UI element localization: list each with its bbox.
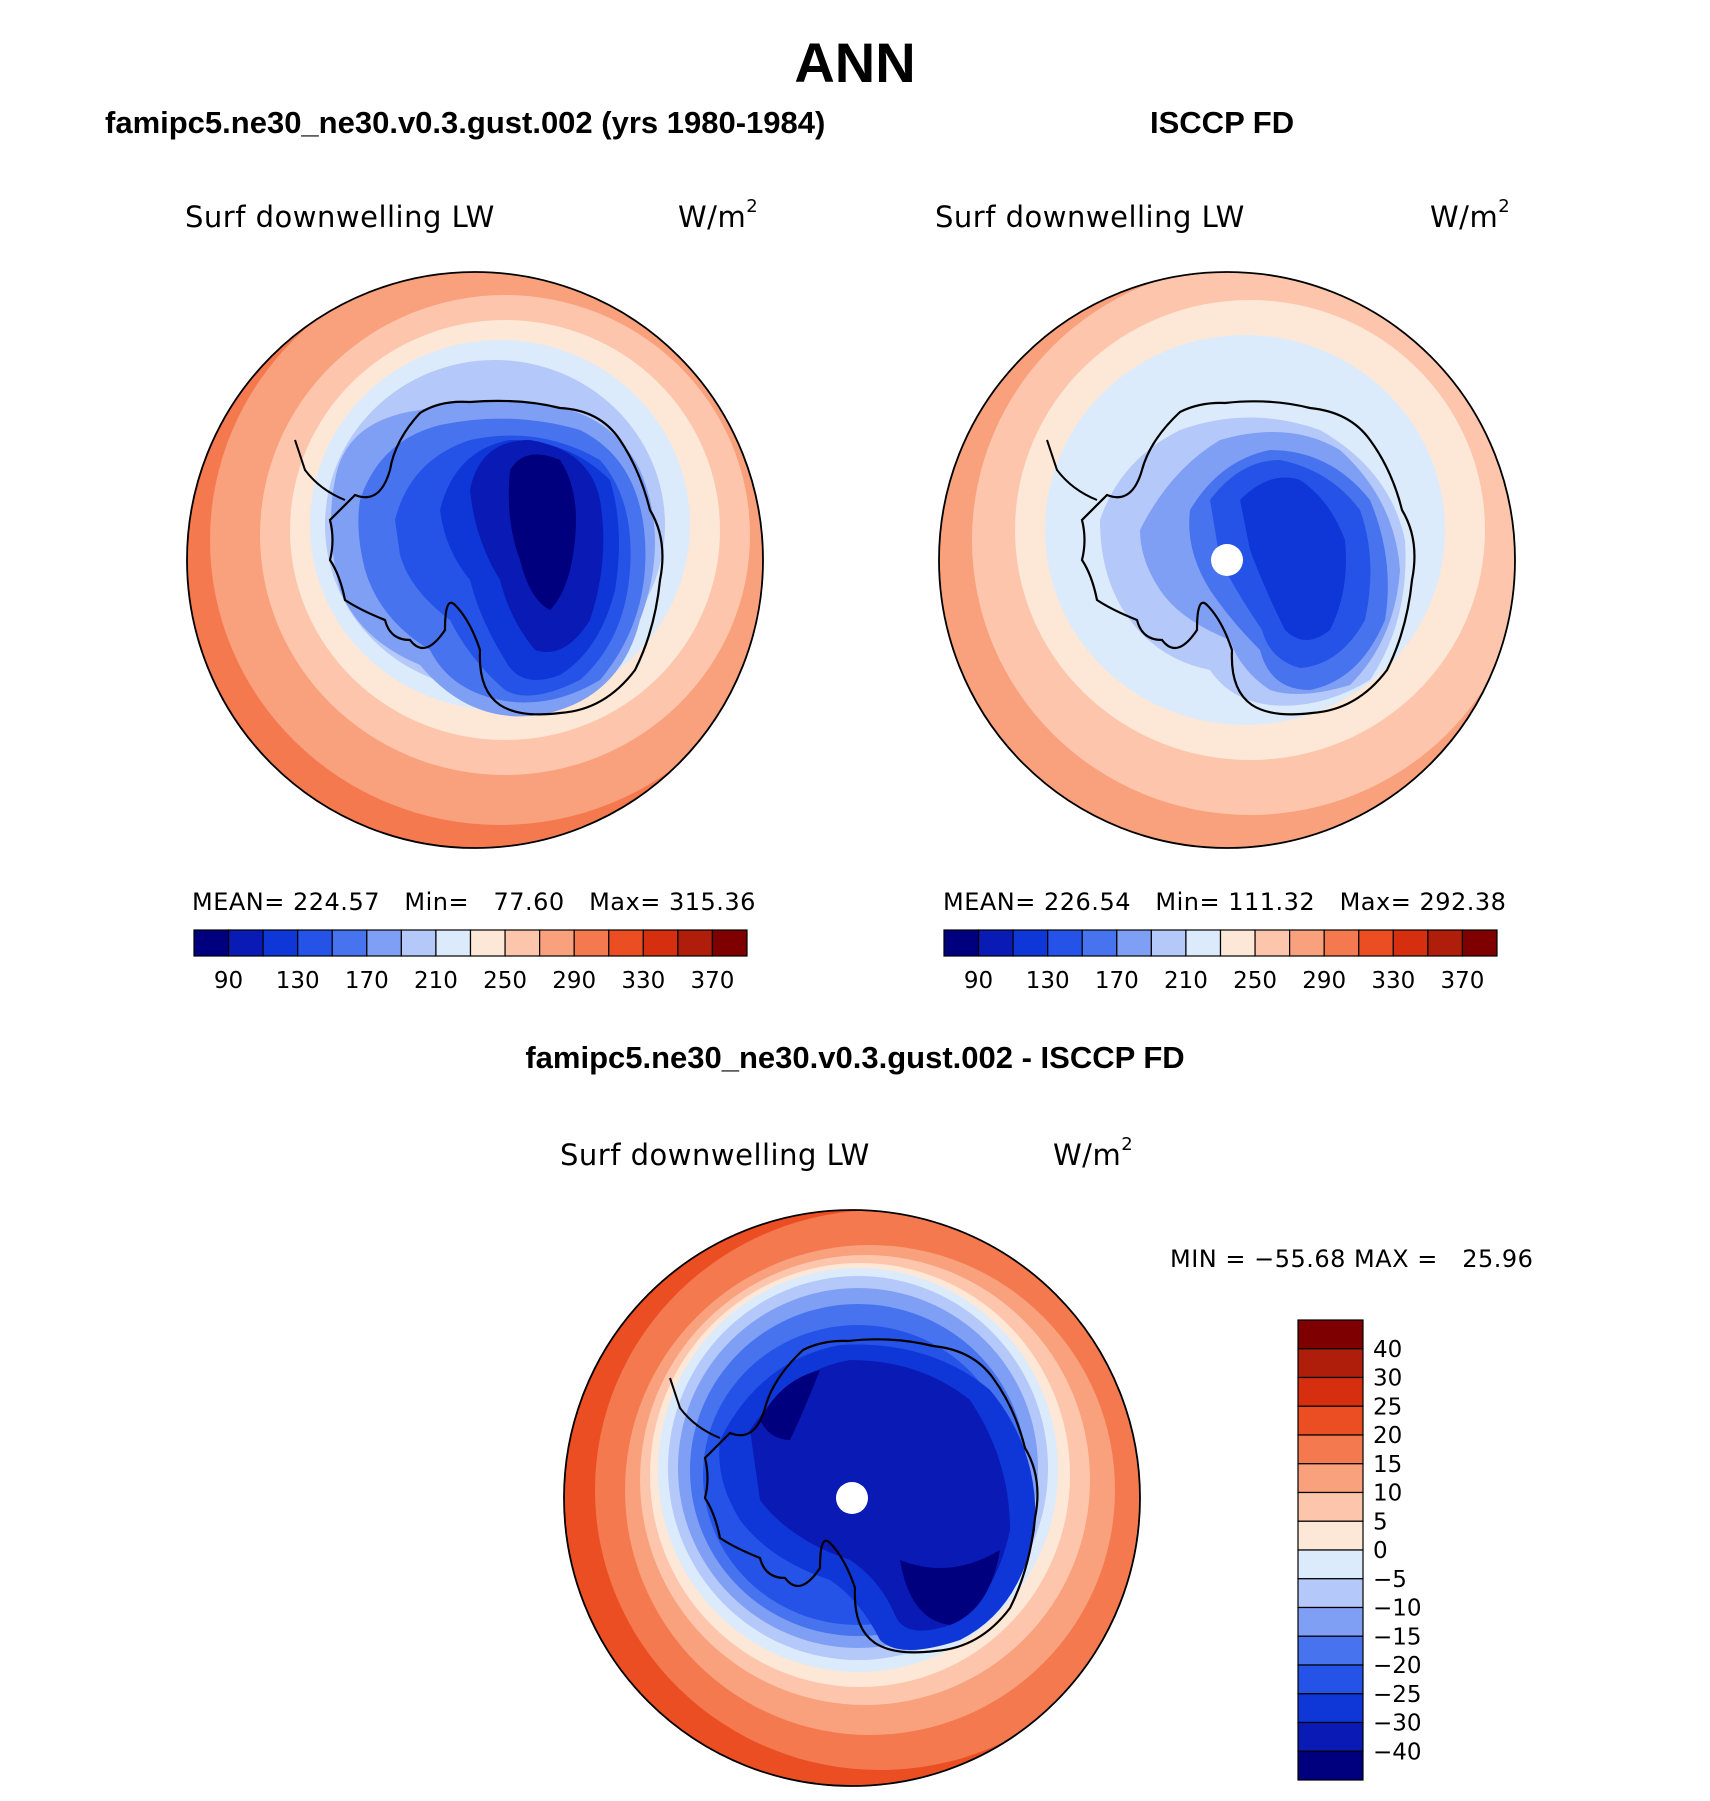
obs-unit-label: W/m2 [1430,196,1511,234]
model-colorbar-swatch [642,929,679,957]
obs-colorbar-swatch [1358,929,1394,957]
obs-colorbar-swatch [977,929,1014,957]
model-colorbar-swatch [331,929,368,957]
model-colorbar-swatch [677,929,714,957]
model-colorbar-swatch [297,929,333,957]
model-colorbar-swatch [539,929,575,957]
obs-colorbar-swatch [1323,929,1360,957]
model-polar-map [186,271,764,849]
diff-colorbar-swatch [1297,1750,1364,1781]
obs-colorbar-swatch [1150,929,1187,957]
obs-colorbar-swatch [1289,929,1325,957]
model-unit-label: W/m2 [678,196,759,234]
diff-colorbar-tick-label: −10 [1373,1596,1422,1622]
model-colorbar-tick-label: 330 [621,968,665,994]
obs-colorbar-tick-label: 130 [1026,968,1070,994]
obs-colorbar-tick-label: 250 [1233,968,1277,994]
diff-colorbar-swatch [1297,1606,1364,1637]
diff-colorbar-tick-label: 30 [1373,1366,1402,1392]
model-colorbar-tick-label: 210 [414,968,458,994]
model-colorbar-tick-label: 290 [552,968,596,994]
model-colorbar-swatch [608,929,644,957]
obs-colorbar-swatch [943,929,980,957]
model-stats: MEAN= 224.57 Min= 77.60 Max= 315.36 [192,888,756,916]
obs-colorbar: 90 130 170 210 250 290 330 370 [943,929,1498,994]
obs-colorbar-swatch [1081,929,1118,957]
model-colorbar-swatch [469,929,506,957]
diff-colorbar-swatch [1297,1693,1364,1724]
diff-colorbar-tick-label: 10 [1373,1481,1402,1507]
obs-colorbar-swatch [1427,929,1464,957]
diff-colorbar-swatch [1297,1376,1364,1407]
diff-unit-label: W/m2 [1053,1134,1134,1172]
obs-variable-label: Surf downwelling LW [935,200,1245,234]
diff-colorbar-swatch [1297,1635,1364,1666]
diff-colorbar-swatch [1297,1578,1364,1609]
obs-colorbar-swatch [1392,929,1429,957]
model-colorbar-tick-label: 250 [483,968,527,994]
model-panel-title: famipc5.ne30_ne30.v0.3.gust.002 (yrs 198… [105,105,826,140]
diff-colorbar-tick-label: 40 [1373,1337,1402,1363]
model-colorbar-swatch [504,929,541,957]
diff-variable-label: Surf downwelling LW [560,1138,870,1172]
obs-colorbar-swatch [1116,929,1152,957]
diff-colorbar-swatch [1297,1434,1364,1465]
diff-colorbar-tick-label: −15 [1373,1624,1422,1650]
model-variable-label: Surf downwelling LW [185,200,495,234]
diff-colorbar-swatch [1297,1405,1364,1436]
obs-colorbar-swatch [1185,929,1222,957]
diff-colorbar-swatch [1297,1549,1364,1580]
diff-colorbar-tick-label: 25 [1373,1394,1402,1420]
obs-colorbar-tick-label: 170 [1095,968,1139,994]
diff-colorbar-swatch [1297,1319,1364,1350]
diff-colorbar-tick-label: 0 [1373,1538,1388,1564]
obs-panel-title: ISCCP FD [1150,105,1295,140]
model-colorbar-tick-label: 370 [690,968,734,994]
diff-colorbar-swatch [1297,1463,1364,1494]
figure-title: ANN [794,31,916,94]
diff-colorbar-tick-label: −20 [1373,1653,1422,1679]
model-colorbar-swatch [262,929,299,957]
obs-colorbar-swatch [1254,929,1291,957]
diff-polar-map [563,1209,1141,1787]
diff-minmax: MIN = −55.68 MAX = 25.96 [1170,1245,1534,1273]
diff-colorbar-swatch [1297,1721,1364,1752]
diff-colorbar-swatch [1297,1491,1364,1522]
obs-polar-map [938,271,1516,849]
model-colorbar-swatch [193,929,230,957]
diff-colorbar-swatch [1297,1520,1364,1551]
obs-colorbar-swatch [1219,929,1256,957]
model-colorbar-tick-label: 90 [214,968,243,994]
obs-stats: MEAN= 226.54 Min= 111.32 Max= 292.38 [943,888,1507,916]
model-colorbar-swatch [573,929,610,957]
model-colorbar: 90 130 170 210 250 290 330 370 [193,929,748,994]
diff-colorbar-swatch [1297,1348,1364,1379]
obs-colorbar-swatch [1047,929,1083,957]
diff-colorbar-tick-label: −25 [1373,1682,1422,1708]
obs-colorbar-swatch [1012,929,1049,957]
model-colorbar-swatch [435,929,472,957]
model-colorbar-swatch [400,929,437,957]
diff-colorbar-tick-label: −30 [1373,1711,1422,1737]
diff-colorbar-tick-label: −5 [1373,1567,1407,1593]
obs-colorbar-tick-label: 90 [964,968,993,994]
obs-colorbar-tick-label: 330 [1371,968,1415,994]
diff-colorbar-tick-label: 5 [1373,1509,1388,1535]
diff-colorbar-swatch [1297,1664,1364,1695]
obs-colorbar-tick-label: 290 [1302,968,1346,994]
model-colorbar-tick-label: 130 [276,968,320,994]
obs-colorbar-tick-label: 210 [1164,968,1208,994]
obs-colorbar-swatch [1461,929,1498,957]
model-colorbar-swatch [366,929,402,957]
obs-colorbar-tick-label: 370 [1440,968,1484,994]
diff-panel-title: famipc5.ne30_ne30.v0.3.gust.002 - ISCCP … [525,1040,1185,1075]
model-colorbar-tick-label: 170 [345,968,389,994]
model-colorbar-swatch [711,929,748,957]
diff-colorbar-tick-label: 20 [1373,1423,1402,1449]
diff-colorbar-tick-label: −40 [1373,1739,1422,1765]
diff-colorbar-tick-label: 15 [1373,1452,1402,1478]
model-colorbar-swatch [227,929,264,957]
